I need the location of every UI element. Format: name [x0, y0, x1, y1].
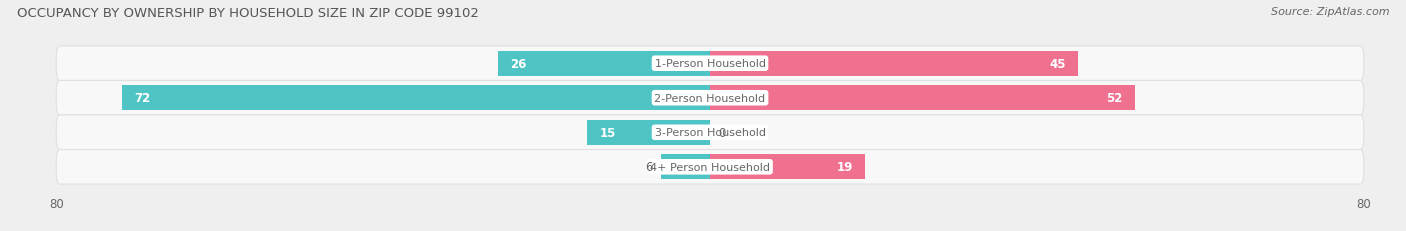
Text: 52: 52	[1107, 92, 1123, 105]
Bar	[710, 86, 1135, 111]
Text: 72: 72	[134, 92, 150, 105]
Bar	[710, 52, 1078, 76]
FancyBboxPatch shape	[56, 116, 1364, 150]
Bar	[661, 155, 710, 179]
Text: Source: ZipAtlas.com: Source: ZipAtlas.com	[1271, 7, 1389, 17]
Text: 2-Person Household: 2-Person Household	[654, 93, 766, 103]
Text: 3-Person Household: 3-Person Household	[655, 128, 765, 138]
Text: 6: 6	[645, 161, 652, 173]
Text: 19: 19	[837, 161, 853, 173]
Text: 45: 45	[1049, 58, 1066, 70]
Bar	[588, 120, 710, 145]
Bar	[121, 86, 710, 111]
Text: 4+ Person Household: 4+ Person Household	[650, 162, 770, 172]
FancyBboxPatch shape	[56, 47, 1364, 81]
Text: 15: 15	[600, 126, 616, 139]
Text: 0: 0	[718, 126, 725, 139]
FancyBboxPatch shape	[56, 81, 1364, 116]
Text: 1-Person Household: 1-Person Household	[655, 59, 765, 69]
Text: OCCUPANCY BY OWNERSHIP BY HOUSEHOLD SIZE IN ZIP CODE 99102: OCCUPANCY BY OWNERSHIP BY HOUSEHOLD SIZE…	[17, 7, 479, 20]
Bar	[710, 155, 865, 179]
FancyBboxPatch shape	[56, 150, 1364, 184]
Bar	[498, 52, 710, 76]
Text: 26: 26	[510, 58, 526, 70]
